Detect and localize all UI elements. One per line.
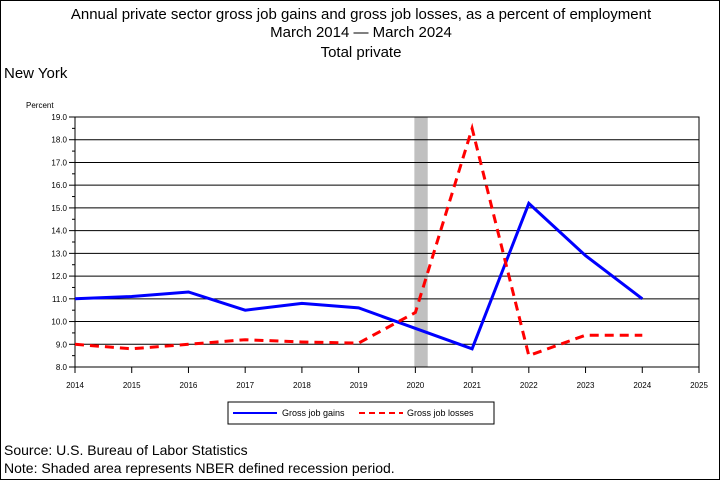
x-tick-label: 2018 [293,381,311,390]
x-tick-label: 2022 [520,381,538,390]
y-axis: 8.0 9.0 10.0 11.0 12.0 13.0 14.0 15.0 16.0 17.0 18… [51,113,75,372]
series-layer [74,122,644,358]
chart-subtitle: March 2014 — March 2024 [270,24,452,41]
legend-label-gross-job-losses: Gross job losses [407,408,474,418]
y-tick-label: 15.0 [51,204,67,213]
recession-note: Note: Shaded area represents NBER define… [4,460,395,476]
x-tick-label: 2024 [633,381,651,390]
y-tick-label: 13.0 [51,249,67,258]
x-tick-label: 2015 [123,381,141,390]
y-tick-label: 19.0 [51,113,67,122]
legend: Gross job gains Gross job losses [227,401,495,425]
source-note: Source: U.S. Bureau of Labor Statistics [4,442,248,458]
x-tick-label: 2025 [690,381,708,390]
x-tick-label: 2014 [66,381,84,390]
legend-label-gross-job-gains: Gross job gains [282,408,345,418]
x-tick-label: 2020 [406,381,424,390]
y-tick-label: 17.0 [51,158,67,167]
y-tick-label: 9.0 [56,340,68,349]
series-line-gross-job-gains [74,200,644,351]
y-tick-label: 11.0 [52,295,68,304]
y-tick-label: 16.0 [51,181,67,190]
y-tick-label: 14.0 [51,227,67,236]
x-tick-label: 2023 [577,381,595,390]
y-tick-label: 12.0 [51,272,67,281]
y-tick-label: 10.0 [51,318,67,327]
y-axis-label: Percent [26,101,54,110]
grid-lines [75,116,699,368]
y-tick-label: 18.0 [51,136,67,145]
x-tick-label: 2017 [236,381,254,390]
region-label: New York [4,65,68,82]
x-axis: 2014 2015 2016 2017 2018 2019 2020 2021 2022 2023… [66,367,708,390]
series-line-gross-job-losses [74,122,643,358]
x-tick-label: 2019 [350,381,368,390]
recession-shade [414,117,428,367]
x-tick-label: 2021 [463,381,481,390]
y-tick-label: 8.0 [56,363,68,372]
chart-title: Annual private sector gross job gains an… [70,6,652,23]
chart-series-title: Total private [320,44,402,61]
x-tick-label: 2016 [180,381,198,390]
